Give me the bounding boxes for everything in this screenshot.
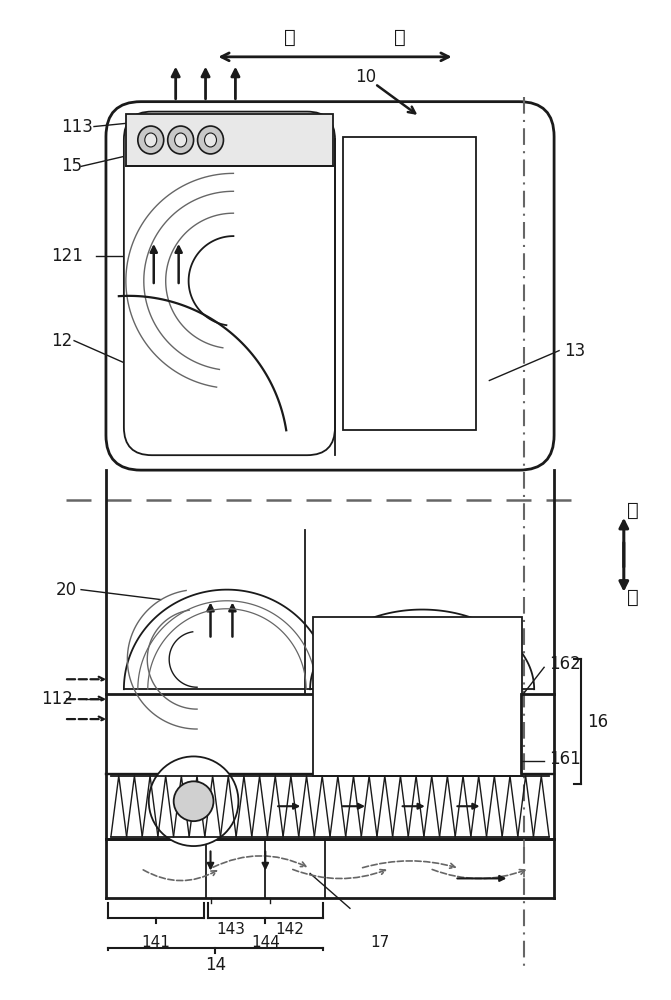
FancyBboxPatch shape [106, 102, 554, 470]
Text: 17: 17 [370, 935, 389, 950]
Text: 112: 112 [41, 690, 73, 708]
Circle shape [174, 781, 213, 821]
Bar [313, 617, 522, 776]
Ellipse shape [168, 126, 194, 154]
Ellipse shape [174, 133, 187, 147]
Bar [126, 114, 333, 166]
Ellipse shape [145, 133, 157, 147]
Text: 上: 上 [627, 500, 639, 519]
Text: 161: 161 [549, 750, 581, 768]
Text: 16: 16 [587, 713, 608, 731]
Ellipse shape [197, 126, 223, 154]
FancyBboxPatch shape [124, 112, 335, 455]
Text: 14: 14 [205, 956, 226, 974]
Ellipse shape [205, 133, 217, 147]
Text: 10: 10 [355, 68, 376, 86]
Text: 前: 前 [394, 28, 405, 47]
Text: 13: 13 [564, 342, 585, 360]
Text: 141: 141 [142, 935, 170, 950]
Text: 144: 144 [251, 935, 280, 950]
Text: 143: 143 [216, 922, 245, 937]
Circle shape [149, 756, 238, 846]
Text: 113: 113 [61, 118, 93, 136]
Text: 142: 142 [276, 922, 305, 937]
Text: 162: 162 [549, 655, 581, 673]
Ellipse shape [138, 126, 164, 154]
Text: 下: 下 [627, 588, 639, 607]
Text: 121: 121 [51, 247, 83, 265]
Text: 后: 后 [285, 28, 296, 47]
Text: 12: 12 [51, 332, 72, 350]
Text: 15: 15 [61, 157, 83, 175]
Bar [343, 137, 476, 430]
Text: 20: 20 [56, 581, 77, 599]
